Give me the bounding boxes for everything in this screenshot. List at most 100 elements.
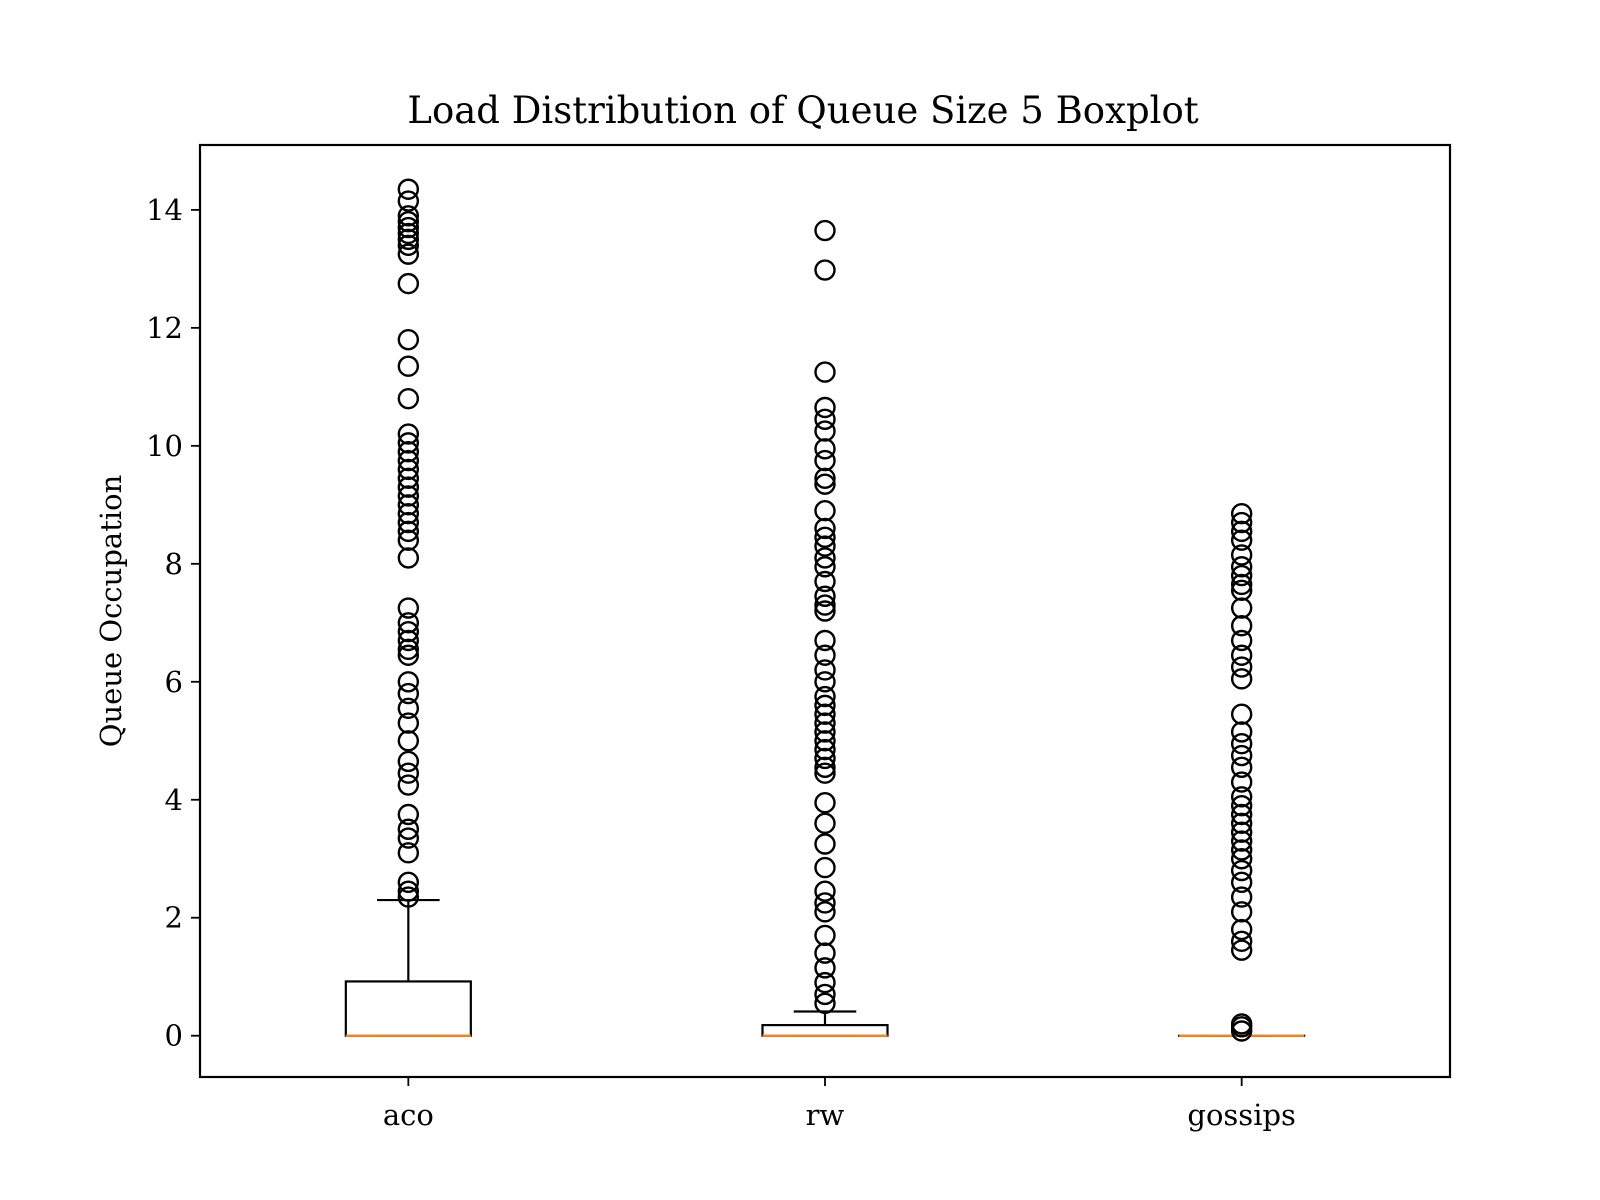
outlier-point — [397, 210, 420, 233]
y-tick-label: 12 — [146, 311, 183, 345]
outlier-point — [814, 892, 836, 914]
y-axis-label: Queue Occupation — [94, 475, 128, 748]
outlier-point — [814, 942, 836, 964]
outlier-point — [397, 529, 420, 551]
outlier-point — [397, 432, 420, 454]
outlier-point — [1230, 564, 1253, 587]
outlier-point — [814, 992, 836, 1014]
outlier-point — [397, 441, 420, 463]
outlier-point — [1230, 556, 1253, 578]
outlier-point — [397, 612, 420, 634]
outlier-point — [814, 600, 836, 622]
chart-title: Load Distribution of Queue Size 5 Boxplo… — [407, 89, 1198, 132]
outlier-point — [397, 547, 420, 569]
outlier-point — [397, 620, 420, 643]
outlier-point — [814, 517, 836, 540]
outlier-point — [1230, 579, 1253, 602]
outlier-point — [814, 880, 836, 902]
outlier-point — [1230, 573, 1253, 596]
outlier-point — [814, 473, 836, 495]
outlier-point — [397, 190, 420, 212]
outlier-point — [814, 408, 836, 430]
y-tick-label: 6 — [165, 665, 183, 699]
outlier-point — [814, 833, 836, 855]
outlier-point — [814, 762, 836, 784]
outlier-point — [397, 818, 420, 840]
outlier-point — [1230, 786, 1253, 808]
outlier-point — [814, 856, 836, 879]
outlier-point — [1230, 859, 1253, 882]
outlier-point — [1230, 703, 1253, 725]
outlier-point — [397, 842, 420, 864]
y-tick-label: 2 — [165, 901, 183, 935]
outlier-point — [1230, 812, 1253, 835]
outlier-point — [814, 259, 836, 281]
outlier-point — [397, 697, 420, 720]
outlier-point — [397, 485, 420, 507]
outlier-point — [814, 659, 836, 681]
outlier-point — [1230, 848, 1253, 870]
outlier-point — [814, 703, 836, 725]
outlier-point — [1230, 597, 1253, 619]
outlier-point — [1230, 529, 1253, 551]
outlier-point — [1230, 901, 1253, 923]
outlier-point — [1230, 668, 1253, 690]
outlier-point — [397, 216, 420, 239]
box-group-aco — [344, 178, 472, 1037]
outlier-point — [1230, 871, 1253, 894]
outlier-point — [397, 222, 420, 245]
outlier-point — [1230, 886, 1253, 908]
y-tick-label: 8 — [165, 547, 183, 581]
outlier-point — [1230, 918, 1253, 941]
outlier-point — [814, 685, 836, 708]
y-tick-label: 10 — [146, 429, 183, 463]
outlier-point — [814, 438, 836, 460]
outlier-point — [397, 597, 420, 619]
x-tick-label-aco: aco — [383, 1098, 434, 1132]
outlier-point — [814, 420, 836, 442]
x-tick-label-gossips: gossips — [1187, 1098, 1296, 1132]
outlier-point — [1230, 756, 1253, 779]
outlier-point — [1230, 502, 1253, 525]
outlier-point — [397, 638, 420, 661]
outlier-point — [1230, 839, 1253, 861]
outlier-point — [397, 234, 420, 256]
outlier-point — [397, 502, 420, 525]
outlier-point — [814, 971, 836, 994]
y-axis: 0 2 4 6 8 10 12 14 — [146, 193, 200, 1053]
outlier-point — [397, 712, 420, 734]
outlier-point — [814, 526, 836, 548]
outlier-point — [814, 449, 836, 472]
outlier-point — [814, 730, 836, 752]
outlier-point — [397, 762, 420, 784]
outlier-point — [397, 886, 420, 908]
outlier-point — [1230, 821, 1253, 843]
outlier-point — [397, 494, 420, 516]
outlier-point — [1230, 830, 1253, 852]
outlier-point — [1230, 1020, 1253, 1042]
outlier-point — [397, 272, 420, 295]
outlier-point — [397, 449, 420, 472]
x-tick-label-rw: rw — [806, 1098, 845, 1132]
outlier-point — [397, 178, 420, 200]
outlier-point — [814, 644, 836, 666]
outlier-point — [1230, 629, 1253, 652]
box-group-gossips — [1178, 502, 1306, 1042]
outlier-point — [814, 924, 836, 947]
outlier-point — [1230, 733, 1253, 755]
outlier-point — [814, 694, 836, 717]
outlier-point — [397, 730, 420, 752]
outlier-point — [397, 205, 420, 227]
outlier-point — [814, 756, 836, 779]
outlier-point — [1230, 771, 1253, 793]
outlier-point — [814, 671, 836, 693]
outlier-point — [1230, 644, 1253, 666]
outlier-point — [814, 547, 836, 569]
outlier-point — [397, 644, 420, 666]
y-tick-label: 14 — [146, 193, 183, 227]
outlier-point — [814, 747, 836, 770]
outlier-point — [397, 228, 420, 251]
box-iqr — [761, 1023, 889, 1037]
outlier-point — [397, 750, 420, 773]
outlier-point — [814, 396, 836, 419]
